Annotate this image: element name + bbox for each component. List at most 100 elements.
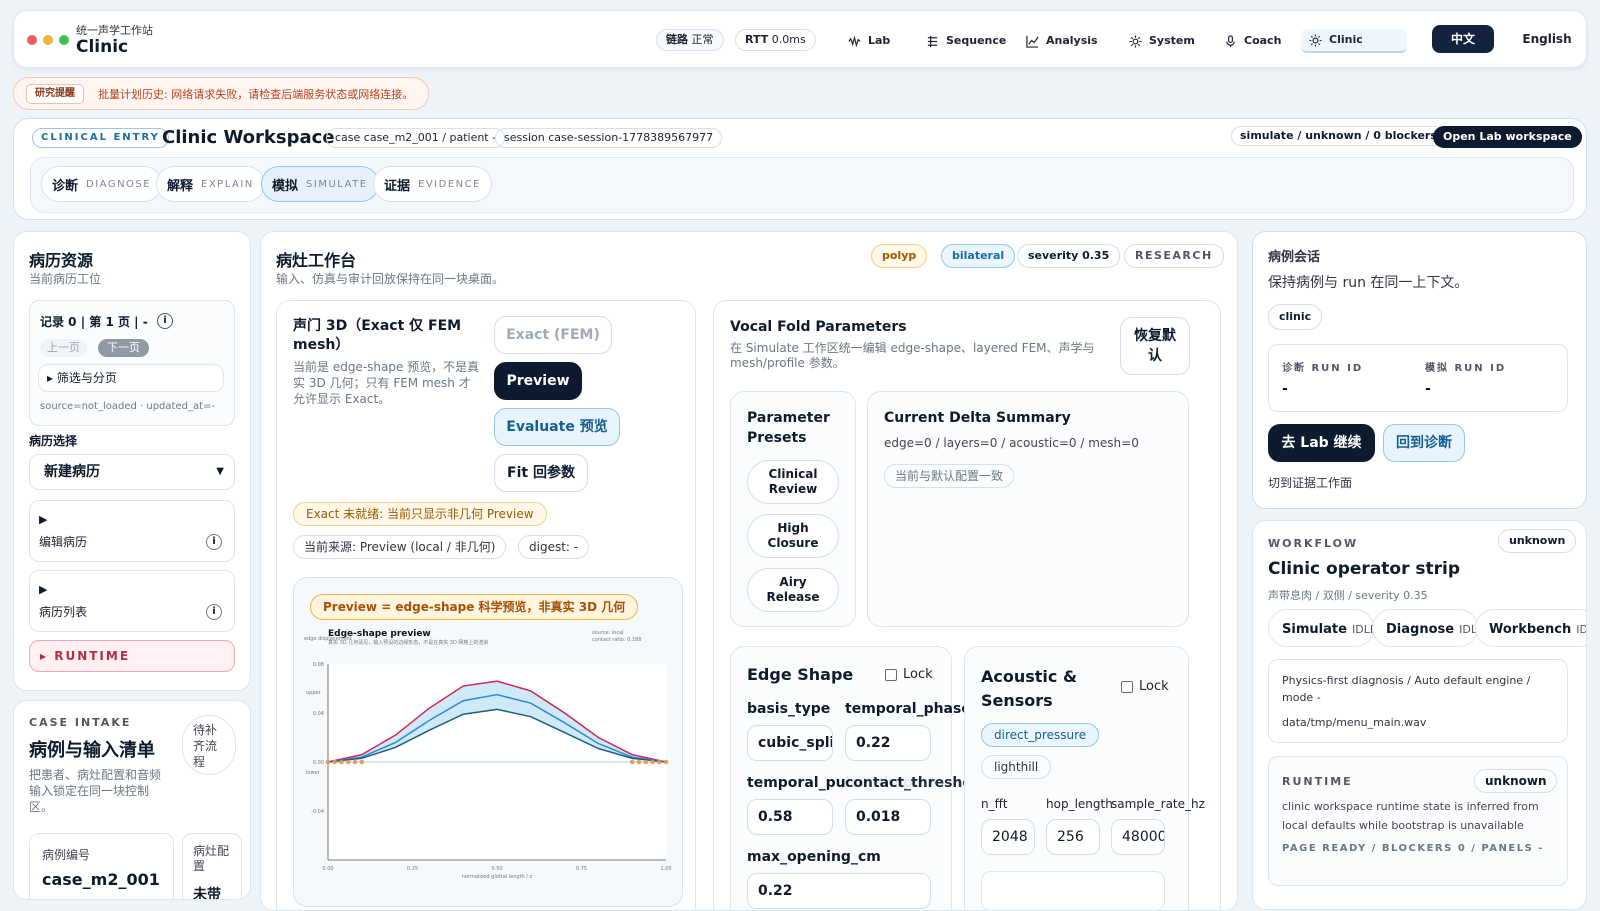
basis-type-input[interactable]: cubic_spline [747,725,833,761]
preset-airy-release[interactable]: Airy Release [747,568,839,612]
tab-diagnose[interactable]: 诊断 DIAGNOSE [41,166,163,202]
contact-point [352,759,358,765]
case-intake-label: CASE INTAKE [29,716,132,729]
close-window-dot[interactable] [27,35,37,45]
lang-en-button[interactable]: English [1522,32,1572,46]
y-axis-label: edge displacement [304,636,352,642]
minimize-window-dot[interactable] [43,35,53,45]
delta-summary-card: Current Delta Summary edge=0 / layers=0 … [867,391,1189,627]
record-select[interactable]: 新建病历 ▼ [29,454,235,490]
info-icon[interactable]: i [206,534,222,550]
tab-explain[interactable]: 解释 EXPLAIN [156,166,265,202]
contact-threshold-label: contact_threshold [845,775,987,791]
filter-label: 筛选与分页 [56,371,117,385]
preset-high-closure[interactable]: High Closure [747,514,839,558]
temporal-pulse-input[interactable]: 0.58 [747,799,833,835]
step-workbench[interactable]: Workbench IDLE [1475,609,1586,647]
n-fft-input[interactable]: 2048 [981,819,1035,855]
lesion-config-field[interactable]: 病灶配置 未带 [182,833,242,900]
reset-defaults-button[interactable]: 恢复默认 [1120,317,1190,375]
edge-lock-checkbox[interactable]: Lock [885,667,933,682]
x-tick-label: 0.75 [576,866,587,872]
nav-clinic[interactable]: Clinic [1301,29,1407,53]
lesion-config-value: 未带 [193,887,221,900]
acoustic-extra-field[interactable] [981,871,1165,910]
contact-threshold-input[interactable]: 0.018 [845,799,931,835]
case-id-field[interactable]: 病例编号 case_m2_001 [29,833,174,899]
tab-evidence[interactable]: 证据 EVIDENCE [373,166,492,202]
presets-card: Parameter Presets Clinical Review High C… [730,391,856,627]
wave-icon [848,34,861,47]
exact-fem-button[interactable]: Exact (FEM) [494,316,612,354]
step-simulate[interactable]: Simulate IDLE [1268,609,1374,647]
y-tick-label: 0.08 [313,662,324,668]
tag-polyp: polyp [871,244,928,268]
sun-icon [1309,33,1322,47]
evaluate-preview-button[interactable]: Evaluate 预览 [494,408,620,446]
delta-title: Current Delta Summary [884,410,1071,426]
nav-analysis[interactable]: Analysis [1018,29,1106,53]
maximize-window-dot[interactable] [59,35,69,45]
prev-page-button[interactable]: 上一页 [40,339,87,357]
presets-title: Parameter Presets [747,410,830,446]
records-subtitle: 当前病历工位 [29,272,102,286]
glottis-title: 声门 3D（Exact 仅 FEM mesh） [293,318,462,353]
contact-point [332,759,338,765]
records-panel: 病历资源 当前病历工位 记录 0 | 第 1 页 | - i 上一页 下一页 ▸… [13,231,251,691]
delta-chip: 当前与默认配置一致 [884,464,1015,488]
max-opening-input[interactable]: 0.22 [747,873,931,909]
link-status-value: 正常 [691,33,714,46]
engine-info-box: Physics-first diagnosis / Auto default e… [1268,659,1568,743]
chart-title: Edge-shape preview [328,629,431,639]
preset-clinical-review[interactable]: Clinical Review [747,460,839,504]
step-diagnose[interactable]: Diagnose IDLE [1372,609,1478,647]
series-line-0 [327,680,667,763]
contact-point [629,759,635,765]
info-icon[interactable]: i [206,604,222,620]
switch-evidence-link[interactable]: 切到证据工作面 [1268,476,1353,490]
temporal-phase-input[interactable]: 0.22 [845,725,931,761]
params-desc: 在 Simulate 工作区统一编辑 edge-shape、layered FE… [730,341,1095,370]
record-select-value: 新建病历 [44,464,100,480]
filter-toggle[interactable]: ▸ 筛选与分页 [38,364,224,392]
basis-type-label: basis_type [747,701,831,717]
fit-params-button[interactable]: Fit 回参数 [494,454,588,492]
x-tick-label: 0.25 [407,866,418,872]
preview-button[interactable]: Preview [494,362,582,400]
hop-length-input[interactable]: 256 [1046,819,1100,855]
edge-shape-title: Edge Shape [747,665,854,684]
nav-sequence[interactable]: Sequence [918,29,1014,53]
runtime-box: RUNTIME unknown clinic workspace runtime… [1268,756,1568,886]
tab-explain-sub: EXPLAIN [201,178,254,190]
nav-coach[interactable]: Coach [1216,29,1289,53]
nav-lab[interactable]: Lab [840,29,898,53]
runtime-toggle[interactable]: ▸ RUNTIME [29,640,235,672]
case-id-label: 病例编号 [42,848,91,862]
contact-point [325,759,331,765]
record-list-section[interactable]: ▶ 病历列表 i [29,570,235,632]
workbench-title: 病灶工作台 [276,251,357,270]
series-line-1 [327,693,667,763]
tab-simulate[interactable]: 模拟 SIMULATE [261,166,379,202]
edit-record-section[interactable]: ▶ 编辑病历 i [29,500,235,562]
nav-system[interactable]: System [1121,29,1203,53]
contact-point [656,759,662,765]
back-to-diagnose-button[interactable]: 回到诊断 [1383,424,1465,462]
workflow-title: Clinic operator strip [1268,559,1461,579]
diag-run-id-value: - [1282,381,1288,397]
chip-lighthill[interactable]: lighthill [981,755,1052,779]
acoustic-lock-checkbox[interactable]: Lock [1121,679,1169,694]
sample-rate-input[interactable]: 48000 [1111,819,1165,855]
go-lab-button[interactable]: 去 Lab 继续 [1268,424,1375,462]
sim-run-id-value: - [1425,381,1431,397]
temporal-phase-label: temporal_phase [845,701,971,717]
chip-direct-pressure[interactable]: direct_pressure [981,723,1100,747]
next-page-button[interactable]: 下一页 [98,339,149,357]
info-icon[interactable]: i [157,313,173,329]
preview-chart-card: Preview = edge-shape 科学预览，非真实 3D 几何 Edge… [293,577,683,907]
workspace-status: simulate / unknown / 0 blockers [1231,126,1446,146]
lang-cn-button[interactable]: 中文 [1432,25,1494,53]
x-tick-label: 1.00 [660,866,671,872]
open-lab-workspace-button[interactable]: Open Lab workspace [1433,126,1582,148]
